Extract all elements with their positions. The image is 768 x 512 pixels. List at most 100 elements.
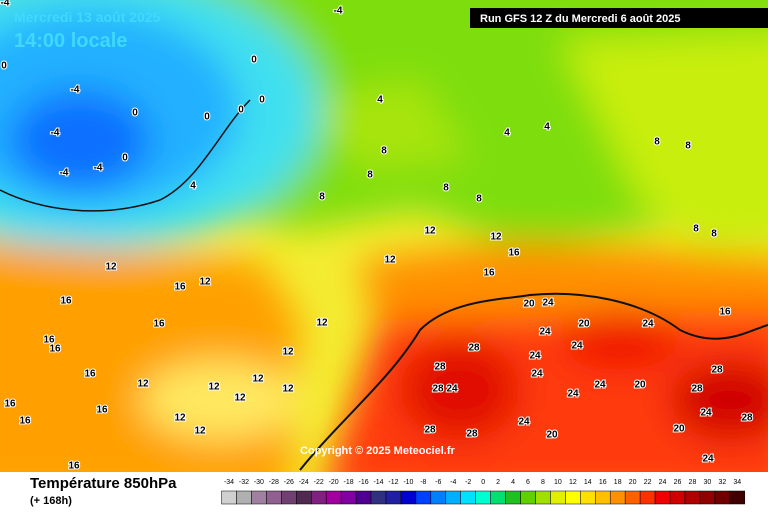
scale-label: 4 <box>511 479 515 486</box>
contour-label: 0 <box>259 95 265 106</box>
contour-label: 16 <box>19 416 31 427</box>
scale-label: 10 <box>554 479 562 486</box>
contour-label: 12 <box>384 255 396 266</box>
scale-swatch <box>699 490 716 505</box>
contour-label: 20 <box>634 380 646 391</box>
scale-swatch <box>729 490 746 505</box>
contour-label: 24 <box>446 384 458 395</box>
scale-label: -2 <box>465 479 471 486</box>
contour-label: 8 <box>476 194 482 205</box>
scale-label: 32 <box>718 479 726 486</box>
scale-swatch <box>565 490 581 505</box>
scale-label: -8 <box>420 479 426 486</box>
scale-label: -10 <box>403 479 413 486</box>
contour-label: -4 <box>51 128 60 139</box>
scale-label: 8 <box>541 479 545 486</box>
contour-label: 8 <box>443 183 449 194</box>
scale-swatch <box>714 490 731 505</box>
contour-label: 16 <box>153 319 165 330</box>
contour-label: -4 <box>71 85 80 96</box>
scale-label: 0 <box>481 479 485 486</box>
footer-lead: (+ 168h) <box>30 495 72 507</box>
scale-swatch <box>430 490 447 505</box>
scale-label: 16 <box>599 479 607 486</box>
scale-swatch <box>580 490 596 505</box>
scale-label: 20 <box>629 479 637 486</box>
contour-label: 16 <box>174 282 186 293</box>
contour-label: 8 <box>319 192 325 203</box>
contour-label: 12 <box>137 379 149 390</box>
scale-label: 28 <box>689 479 697 486</box>
contour-label: 24 <box>529 351 541 362</box>
scale-swatch <box>400 490 417 505</box>
scale-label: -14 <box>373 479 383 486</box>
contour-label: 24 <box>702 454 714 465</box>
contour-label: 16 <box>60 296 72 307</box>
contour-label: 0 <box>204 112 210 123</box>
contour-label: 12 <box>282 347 294 358</box>
contour-label: -4 <box>1 0 10 9</box>
contour-label: 28 <box>466 429 478 440</box>
contour-label: 28 <box>711 365 723 376</box>
scale-swatch <box>654 490 671 505</box>
contour-label: 16 <box>483 268 495 279</box>
contour-label: 12 <box>174 413 186 424</box>
scale-swatch <box>550 490 566 505</box>
contour-label: 12 <box>316 318 328 329</box>
scale-label: -20 <box>329 479 339 486</box>
contour-label: 24 <box>518 417 530 428</box>
copyright: Copyright © 2025 Meteociel.fr <box>300 445 456 457</box>
contour-label: 16 <box>4 399 16 410</box>
contour-label: 4 <box>190 181 196 192</box>
footer-title: Température 850hPa <box>30 475 177 492</box>
contour-label: 0 <box>122 153 128 164</box>
contour-label: 16 <box>96 405 108 416</box>
contour-label: -4 <box>94 163 103 174</box>
scale-swatch <box>251 490 267 505</box>
contour-label: 12 <box>252 374 264 385</box>
scale-label: -6 <box>435 479 441 486</box>
contour-label: 0 <box>1 61 7 72</box>
contour-label: 12 <box>194 426 206 437</box>
scale-label: 14 <box>584 479 592 486</box>
contour-label: 28 <box>432 384 444 395</box>
contour-label: 24 <box>571 341 583 352</box>
scale-swatch <box>266 490 282 505</box>
scale-swatch <box>296 490 312 505</box>
map-time: 14:00 locale <box>14 30 127 52</box>
scale-swatch <box>475 490 491 505</box>
scale-swatch <box>505 490 521 505</box>
scale-swatch <box>639 490 656 505</box>
scale-label: -26 <box>284 479 294 486</box>
contour-labels: -4 0 -4 -4 -4 -4 0 0 0 0 0 0 4 -4 4 4 4 8 8 8 8 8 8 8 8 8 12 12 12 12… <box>0 0 754 473</box>
contour-label: 16 <box>508 248 520 259</box>
scale-label: -32 <box>239 479 249 486</box>
scale-label: 18 <box>614 479 622 486</box>
contour-label: 12 <box>282 384 294 395</box>
contour-label: 28 <box>424 425 436 436</box>
map-date: Mercredi 13 août 2025 <box>14 9 161 25</box>
contour-label: 28 <box>741 413 753 424</box>
scale-label: -28 <box>269 479 279 486</box>
scale-label: 6 <box>526 479 530 486</box>
contour-label: 24 <box>700 408 712 419</box>
scale-label: -22 <box>314 479 324 486</box>
scale-swatch <box>385 490 402 505</box>
scale-swatch <box>281 490 297 505</box>
contour-label: 16 <box>84 369 96 380</box>
contour-label: 12 <box>199 277 211 288</box>
contour-label: 4 <box>377 95 383 106</box>
scale-label: 22 <box>644 479 652 486</box>
contour-label: 8 <box>685 141 691 152</box>
color-scale: -34 -32 -30 -28 -26 -24 -22 -20 -18 -16 -14 -12 -10-… <box>221 479 746 505</box>
contour-label: 24 <box>642 319 654 330</box>
run-box <box>470 8 768 28</box>
scale-swatch <box>669 490 686 505</box>
contour-label: 8 <box>381 146 387 157</box>
contour-label: 24 <box>542 298 554 309</box>
contour-label: 16 <box>49 344 61 355</box>
contour-label: 16 <box>68 461 80 472</box>
scale-label: -16 <box>358 479 368 486</box>
contour-label: 24 <box>567 389 579 400</box>
contour-label: 0 <box>132 108 138 119</box>
